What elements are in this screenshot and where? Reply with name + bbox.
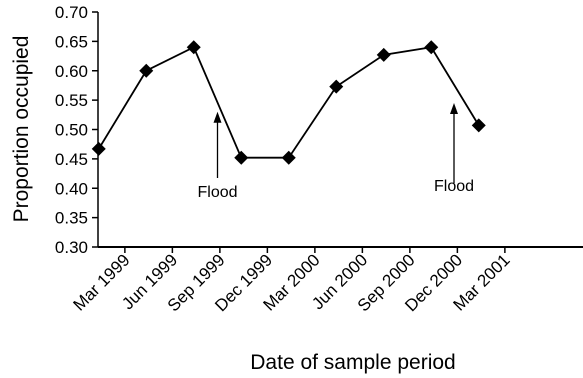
- y-tick-label: 0.50: [55, 121, 88, 140]
- y-tick-label: 0.35: [55, 209, 88, 228]
- axes: [97, 12, 583, 248]
- x-axis-title: Date of sample period: [250, 351, 455, 374]
- annotation-arrow-head: [450, 102, 458, 114]
- series-layer: [91, 40, 486, 165]
- y-tick-label: 0.70: [55, 3, 88, 22]
- y-tick-label: 0.30: [55, 238, 88, 257]
- y-tick-label: 0.55: [55, 91, 88, 110]
- data-point-marker: [424, 40, 439, 55]
- data-point-marker: [281, 150, 296, 165]
- annotation-label: Flood: [197, 184, 237, 201]
- y-ticks: 0.30 0.35 0.40 0.45 0.50 0.55 0.60 0.65 0.70: [55, 3, 98, 257]
- y-tick-label: 0.40: [55, 179, 88, 198]
- y-tick-label: 0.45: [55, 150, 88, 169]
- annotation-layer: Flood Flood: [197, 102, 474, 201]
- data-point-marker: [471, 118, 486, 133]
- y-axis-title: Proportion occupied: [10, 36, 33, 223]
- data-point-marker: [329, 79, 344, 94]
- data-point-marker: [91, 141, 106, 156]
- data-point-marker: [376, 47, 391, 62]
- annotation-label: Flood: [434, 178, 474, 195]
- data-point-marker: [139, 63, 154, 78]
- data-point-marker: [186, 40, 201, 55]
- y-tick-label: 0.60: [55, 62, 88, 81]
- annotation-arrow-head: [213, 111, 222, 123]
- y-tick-label: 0.65: [55, 32, 88, 51]
- series-line: [97, 46, 480, 159]
- data-point-marker: [234, 150, 249, 165]
